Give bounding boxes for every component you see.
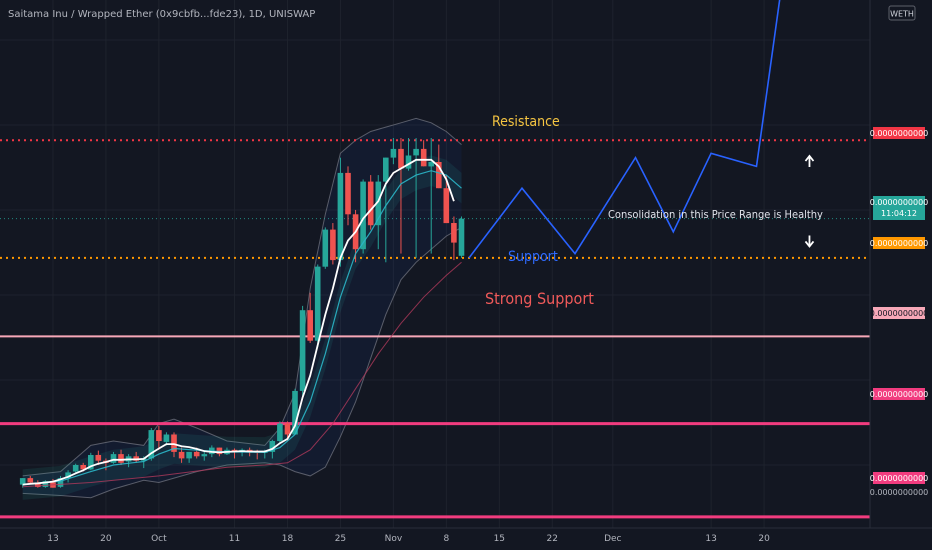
arrow-layer <box>804 154 815 248</box>
resistance-price-text: 0.0000000000 <box>870 129 929 138</box>
consolidation-note: Consolidation in this Price Range is Hea… <box>608 208 823 221</box>
candle-body <box>201 454 208 457</box>
x-tick-label: 25 <box>335 534 346 544</box>
candle-body <box>72 465 79 472</box>
candle-body <box>307 310 313 341</box>
candle-body <box>269 441 276 452</box>
candle-body <box>405 155 412 169</box>
arrow-head <box>804 154 815 162</box>
candle-body <box>156 430 162 441</box>
candle-body <box>148 430 155 459</box>
candle-body <box>314 266 321 341</box>
candle-body <box>110 454 117 463</box>
candle-body <box>95 455 102 461</box>
candle-body <box>88 455 94 470</box>
level-2-price-text: 0.0000000000 <box>870 474 929 483</box>
level-lines <box>0 139 870 519</box>
support-price-text: 0.0000000000 <box>870 239 929 248</box>
candle-body <box>284 423 291 435</box>
level-2-price-tag <box>873 472 925 484</box>
candle-body <box>330 229 336 261</box>
candle-body <box>27 478 34 483</box>
candle-body <box>80 465 86 470</box>
arrow-head <box>804 240 815 248</box>
candle-body <box>360 181 366 250</box>
strong-support-price-text: 0.0000000000 <box>870 309 929 318</box>
moving-average-line <box>22 158 455 486</box>
candle-body <box>458 218 465 256</box>
candle-body <box>413 148 419 156</box>
down-arrow-icon <box>804 235 815 248</box>
countdown-text: 11:04:12 <box>881 209 917 218</box>
candle-body <box>178 451 185 459</box>
candle-body <box>337 172 344 261</box>
last-price-text: 0.0000000000 <box>870 198 929 207</box>
time-axis: 13 20 Oct 11 18 25 Nov 8 15 22 Dec 13 20 <box>47 534 770 544</box>
resistance-price-tag <box>873 127 925 139</box>
x-tick-label: 11 <box>229 534 240 544</box>
x-tick-label: 13 <box>705 534 716 544</box>
bollinger-fill <box>22 118 462 498</box>
candle-body <box>345 172 351 215</box>
ema-channel-fill <box>22 155 462 500</box>
candle-body <box>375 181 382 226</box>
candle-body <box>277 423 283 441</box>
x-tick-label: Oct <box>151 534 167 544</box>
level-1-price-tag <box>873 388 925 400</box>
strong-support-label: Strong Support <box>485 289 594 308</box>
candle-body <box>383 157 389 182</box>
candle-body <box>367 181 374 226</box>
price-axis <box>870 0 932 528</box>
indicator-lines <box>22 158 462 488</box>
bottom-price-text: 0.0000000000 <box>870 488 929 497</box>
candle-body <box>65 472 71 479</box>
bollinger-lower-line <box>22 226 462 499</box>
candle-body <box>193 451 200 457</box>
currency-badge[interactable] <box>888 5 916 21</box>
up-arrow-icon <box>804 154 815 167</box>
x-tick-label: 20 <box>758 534 770 544</box>
projection-layer <box>468 0 781 259</box>
candle-body <box>118 454 124 463</box>
candle-body <box>186 451 192 459</box>
ema-line <box>22 170 462 486</box>
x-tick-label: 20 <box>100 534 112 544</box>
resistance-label: Resistance <box>492 114 560 130</box>
candle-body <box>436 162 442 189</box>
candle-body <box>292 390 298 435</box>
x-tick-label: 22 <box>547 534 558 544</box>
x-tick-label: Dec <box>604 534 621 544</box>
candle-body <box>57 478 64 487</box>
candle-body <box>398 148 404 169</box>
candle-body <box>420 148 427 167</box>
strong-support-price-tag <box>873 307 925 319</box>
level-1-price-text: 0.0000000000 <box>870 390 929 399</box>
slow-ma-line <box>22 261 462 488</box>
candle-body <box>216 447 223 455</box>
candle-body <box>322 229 329 267</box>
candle-body <box>451 223 457 243</box>
last-price-tag <box>873 196 925 220</box>
candle-body <box>19 478 26 485</box>
candle-body <box>443 188 450 224</box>
candle-body <box>35 482 41 487</box>
candle-body <box>163 434 170 442</box>
candle-body <box>390 148 397 158</box>
symbol-title: Saitama Inu / Wrapped Ether (0x9cbfb...f… <box>8 9 315 20</box>
support-price-tag <box>873 237 925 249</box>
x-tick-label: Nov <box>385 534 403 544</box>
x-tick-label: 18 <box>282 534 294 544</box>
candle-body <box>428 162 434 167</box>
candle-body <box>299 310 306 391</box>
x-tick-label: 8 <box>443 534 449 544</box>
candle-body <box>42 481 49 487</box>
x-tick-label: 13 <box>47 534 58 544</box>
support-label: Support <box>508 249 558 265</box>
projection-path <box>468 0 781 259</box>
x-tick-label: 15 <box>494 534 505 544</box>
currency-badge-label: WETH <box>890 10 914 19</box>
